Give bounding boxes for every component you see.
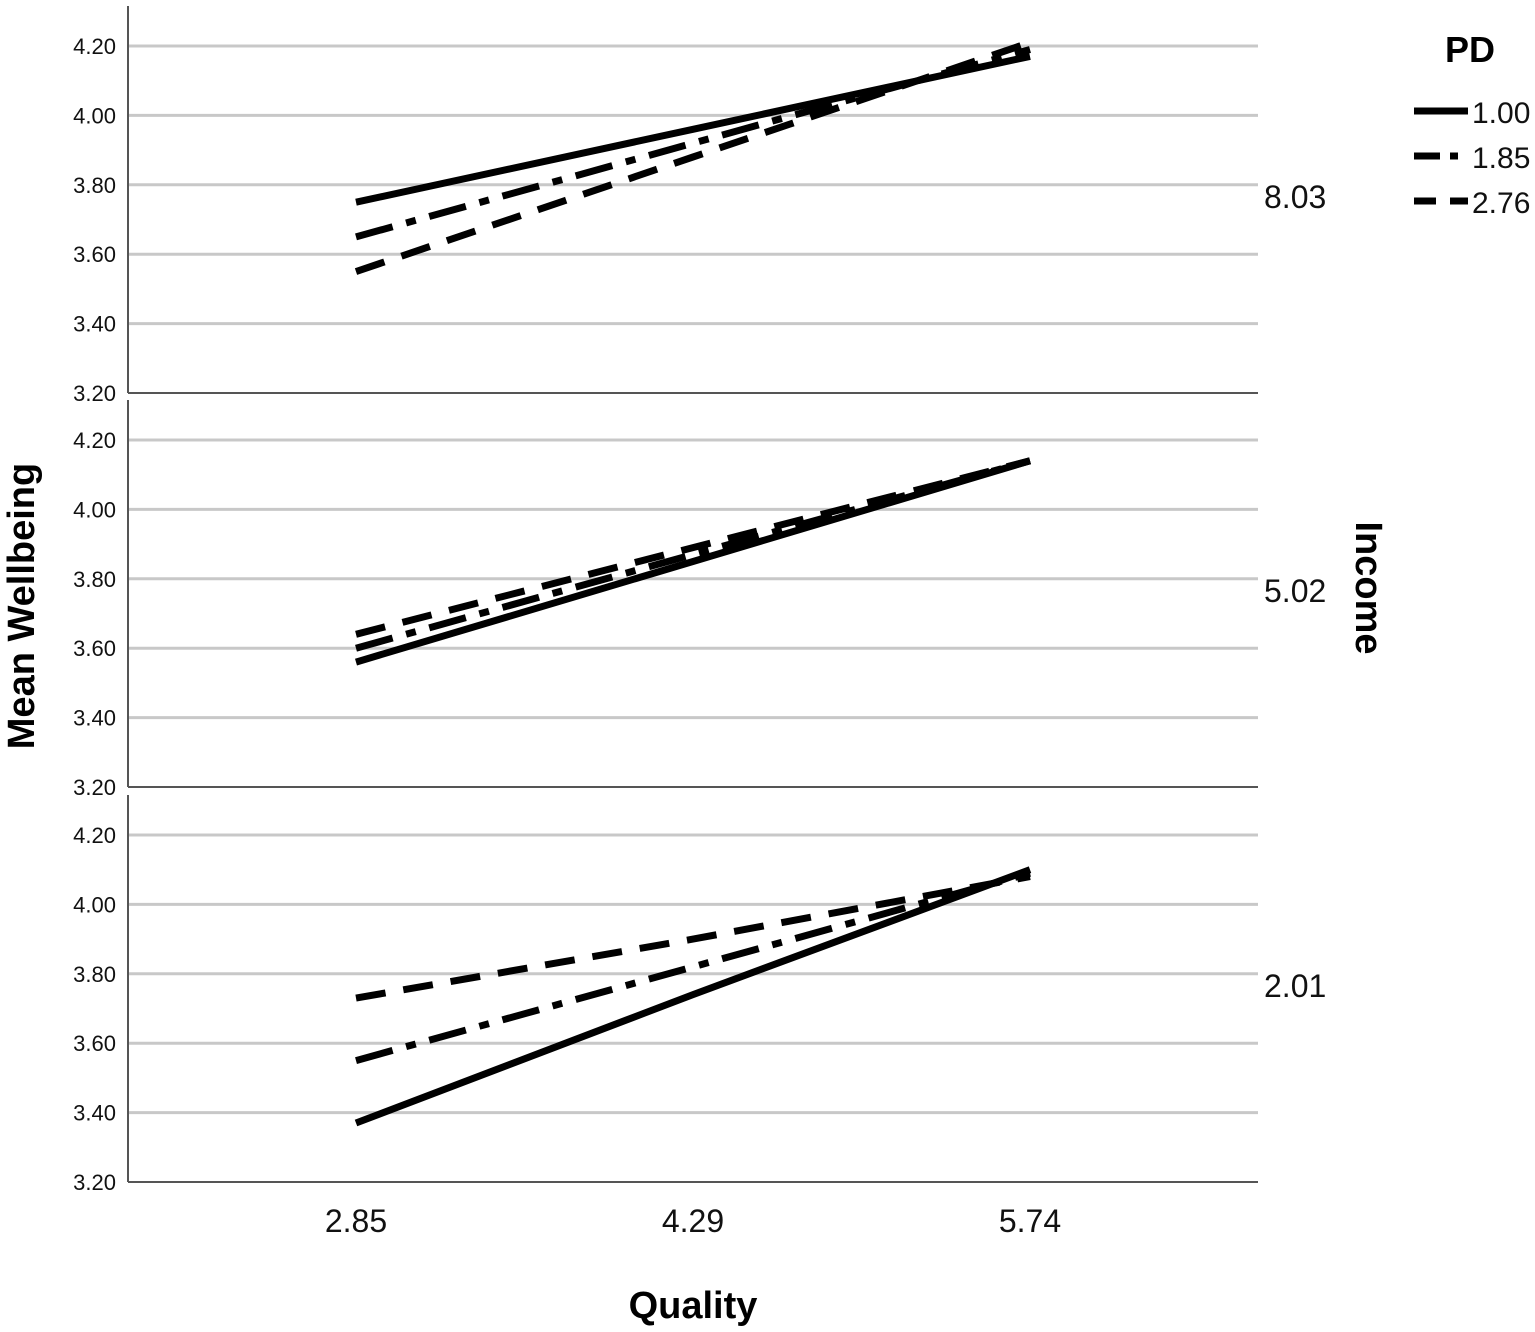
series-line-pd-2.76 <box>355 457 1031 638</box>
y-tick-label: 3.20 <box>73 381 116 406</box>
legend-items: 1.00 1.85 2.76 <box>1414 97 1530 220</box>
panel-5.02: 3.20 3.40 3.60 3.80 4.00 4.20 5.02 <box>73 400 1326 800</box>
legend-label-2.76: 2.76 <box>1472 187 1530 220</box>
series-line-pd-1.00 <box>354 866 1032 1127</box>
y-tick-label: 3.40 <box>73 312 116 337</box>
series-line-pd-2.76 <box>355 873 1031 1002</box>
x-axis-title: Quality <box>629 1285 758 1327</box>
panel-label: 2.01 <box>1264 968 1326 1004</box>
y-tick-label: 4.20 <box>73 34 116 59</box>
y-tick-label: 3.20 <box>73 1170 116 1195</box>
y-tick-label: 3.80 <box>73 962 116 987</box>
series-line-pd-2.76 <box>354 39 1032 275</box>
panel-8.03: 3.20 3.40 3.60 3.80 4.00 4.20 8.03 <box>73 6 1326 406</box>
panel-label: 8.03 <box>1264 179 1326 215</box>
legend-label-1.85: 1.85 <box>1472 142 1530 175</box>
series-line-pd-1.85 <box>355 869 1031 1064</box>
x-tick-label: 4.29 <box>662 1203 724 1239</box>
y-tick-label: 3.60 <box>73 1031 116 1056</box>
y-tick-label: 3.40 <box>73 706 116 731</box>
y-tick-label: 3.60 <box>73 242 116 267</box>
legend-title: PD <box>1445 29 1495 70</box>
y-tick-label: 4.20 <box>73 428 116 453</box>
y-tick-label: 3.40 <box>73 1101 116 1126</box>
x-tick-label: 2.85 <box>325 1203 387 1239</box>
legend: PD 1.00 1.85 2.76 <box>1414 29 1530 220</box>
x-tick-labels: 2.85 4.29 5.74 <box>325 1203 1061 1239</box>
y-tick-label: 3.60 <box>73 636 116 661</box>
y-tick-label: 3.80 <box>73 173 116 198</box>
y-tick-label: 4.20 <box>73 823 116 848</box>
y-tick-label: 4.00 <box>73 103 116 128</box>
panels: 3.20 3.40 3.60 3.80 4.00 4.20 8.03 3.20 3.40 3.60… <box>73 6 1326 1195</box>
y-tick-label: 3.20 <box>73 775 116 800</box>
x-tick-label: 5.74 <box>999 1203 1061 1239</box>
y-tick-label: 3.80 <box>73 567 116 592</box>
panel-2.01: 3.20 3.40 3.60 3.80 4.00 4.20 2.01 <box>73 795 1326 1195</box>
legend-label-1.00: 1.00 <box>1472 97 1530 130</box>
y-axis-title: Mean Wellbeing <box>1 463 43 749</box>
panel-variable-title: Income <box>1347 521 1389 654</box>
y-tick-label: 4.00 <box>73 892 116 917</box>
y-tick-label: 4.00 <box>73 497 116 522</box>
panel-label: 5.02 <box>1264 573 1326 609</box>
series-line-pd-1.00 <box>354 457 1032 666</box>
